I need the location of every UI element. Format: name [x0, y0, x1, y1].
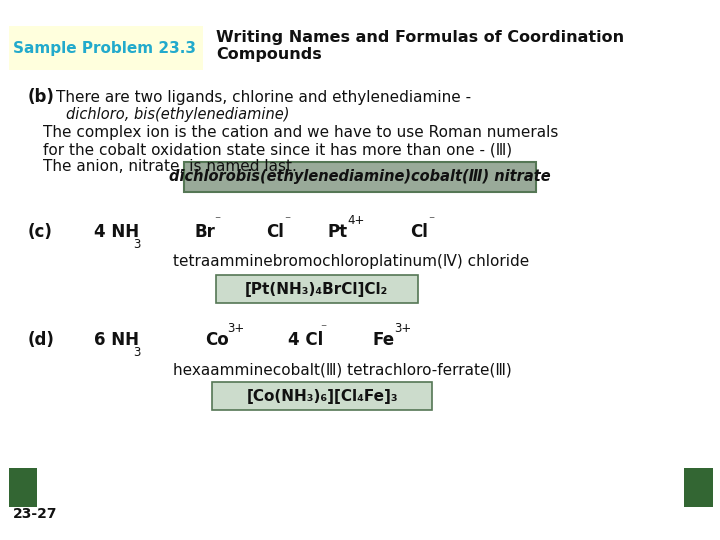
Text: There are two ligands, chlorine and ethylenediamine -: There are two ligands, chlorine and ethy… — [56, 90, 472, 105]
Text: hexaamminecobalt(Ⅲ) tetrachloro-ferrate(Ⅲ): hexaamminecobalt(Ⅲ) tetrachloro-ferrate(… — [173, 362, 511, 377]
Text: tetraamminebromochloroplatinum(Ⅳ) chloride: tetraamminebromochloroplatinum(Ⅳ) chlori… — [173, 254, 529, 269]
Text: dichlorobis(ethylenediamine)cobalt(Ⅲ) nitrate: dichlorobis(ethylenediamine)cobalt(Ⅲ) ni… — [169, 170, 551, 184]
Text: 3+: 3+ — [227, 322, 244, 335]
FancyBboxPatch shape — [684, 468, 713, 507]
FancyBboxPatch shape — [184, 162, 536, 192]
Text: Pt: Pt — [328, 223, 348, 241]
Text: for the cobalt oxidation state since it has more than one - (Ⅲ): for the cobalt oxidation state since it … — [43, 142, 513, 157]
Text: dichloro, bis(ethylenediamine): dichloro, bis(ethylenediamine) — [66, 107, 289, 122]
Text: [Pt(NH₃)₄BrCl]Cl₂: [Pt(NH₃)₄BrCl]Cl₂ — [246, 282, 388, 297]
FancyBboxPatch shape — [216, 275, 418, 303]
Text: (d): (d) — [27, 331, 54, 349]
Text: (b): (b) — [27, 88, 54, 106]
Text: Cl: Cl — [410, 223, 428, 241]
Text: 3: 3 — [133, 346, 140, 359]
FancyBboxPatch shape — [9, 468, 37, 507]
Text: Compounds: Compounds — [216, 46, 322, 62]
Text: 3: 3 — [133, 238, 140, 251]
FancyBboxPatch shape — [9, 26, 203, 70]
Text: Fe: Fe — [373, 331, 395, 349]
Text: 4+: 4+ — [348, 214, 365, 227]
Text: Br: Br — [194, 223, 215, 241]
FancyBboxPatch shape — [212, 382, 432, 410]
Text: ⁻: ⁻ — [428, 214, 435, 227]
Text: Co: Co — [205, 331, 229, 349]
Text: 4 Cl: 4 Cl — [288, 331, 323, 349]
Text: ⁻: ⁻ — [320, 322, 327, 335]
Text: Cl: Cl — [266, 223, 284, 241]
Text: 23-27: 23-27 — [13, 507, 58, 521]
Text: 4 NH: 4 NH — [94, 223, 139, 241]
Text: (c): (c) — [27, 223, 53, 241]
Text: Writing Names and Formulas of Coordination: Writing Names and Formulas of Coordinati… — [216, 30, 624, 45]
Text: [Co(NH₃)₆][Cl₄Fe]₃: [Co(NH₃)₆][Cl₄Fe]₃ — [246, 389, 398, 404]
Text: 6 NH: 6 NH — [94, 331, 139, 349]
Text: 3+: 3+ — [395, 322, 412, 335]
Text: Sample Problem 23.3: Sample Problem 23.3 — [13, 40, 196, 56]
Text: The complex ion is the cation and we have to use Roman numerals: The complex ion is the cation and we hav… — [43, 125, 559, 140]
Text: The anion, nitrate, is named last.: The anion, nitrate, is named last. — [43, 159, 297, 174]
Text: ⁻: ⁻ — [215, 214, 221, 227]
Text: ⁻: ⁻ — [284, 214, 291, 227]
